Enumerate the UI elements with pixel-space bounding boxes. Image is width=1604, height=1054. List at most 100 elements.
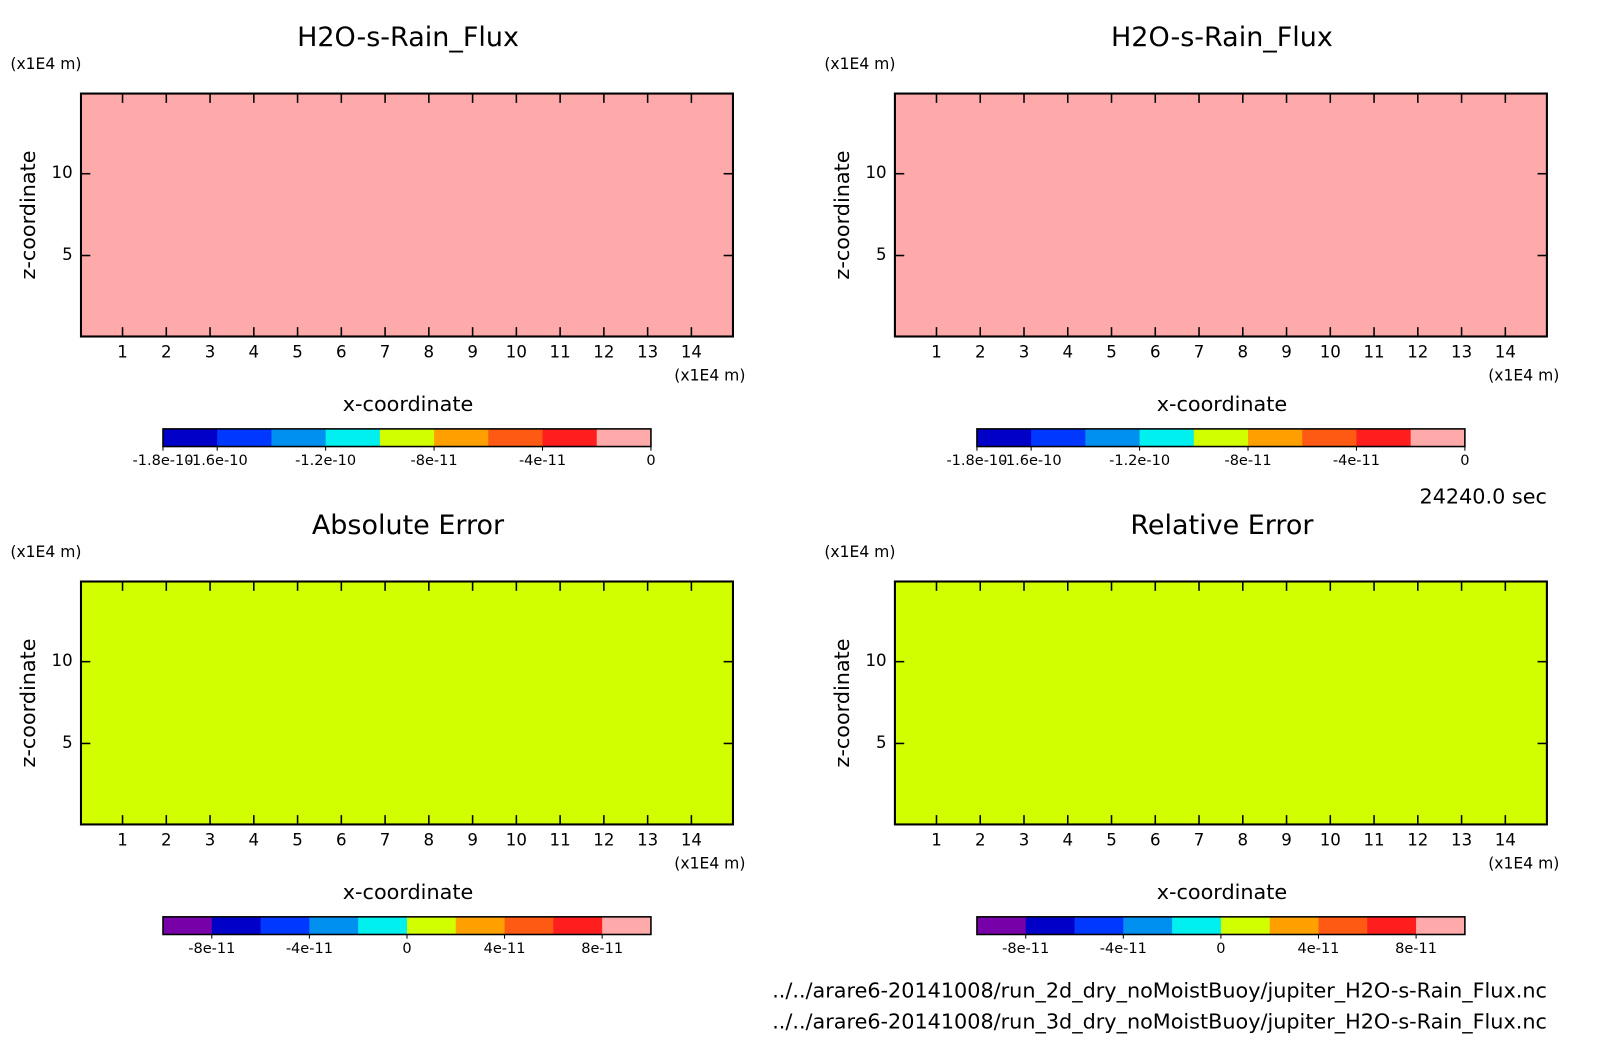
colorbar-bin xyxy=(1031,428,1086,447)
colorbar-bin xyxy=(1085,428,1141,447)
field xyxy=(80,581,733,825)
colorbar-bin xyxy=(358,916,408,935)
colorbar-bin xyxy=(379,428,435,447)
colorbar-bin xyxy=(976,428,1032,447)
x-tick-label: 6 xyxy=(1150,831,1161,850)
x-tick-label: 4 xyxy=(1062,831,1073,850)
colorbar-bin xyxy=(309,916,359,935)
colorbar-bin xyxy=(542,428,598,447)
x-tick-label: 6 xyxy=(336,831,347,850)
x-tick-label: 14 xyxy=(1495,343,1516,362)
x-tick-label: 8 xyxy=(1237,343,1248,362)
x-tick-label: 5 xyxy=(1106,343,1117,362)
x-tick-label: 8 xyxy=(424,831,435,850)
colorbar-bin xyxy=(602,916,652,935)
colorbar-bin xyxy=(976,916,1027,935)
x-tick-label: 4 xyxy=(249,831,260,850)
x-tick-label: 8 xyxy=(1237,831,1248,850)
colorbar-tick-label: 4e-11 xyxy=(1298,941,1340,957)
colorbar-bin xyxy=(1220,916,1271,935)
x-tick-label: 9 xyxy=(1281,343,1292,362)
field xyxy=(80,93,733,337)
y-tick-label: 5 xyxy=(876,245,887,264)
x-tick-label: 7 xyxy=(380,343,391,362)
y-tick-label: 5 xyxy=(876,733,887,752)
x-axis-label: x-coordinate xyxy=(343,880,473,904)
x-tick-label: 5 xyxy=(292,831,303,850)
x-tick-label: 7 xyxy=(380,831,391,850)
colorbar-frame xyxy=(976,428,1466,448)
colorbar-tick-label: -1.2e-10 xyxy=(1109,453,1170,469)
y-unit: (x1E4 m) xyxy=(10,543,81,561)
colorbar-bin xyxy=(488,428,544,447)
x-tick-label: 11 xyxy=(1363,343,1384,362)
x-tick-label: 7 xyxy=(1194,831,1205,850)
x-unit: (x1E4 m) xyxy=(1488,854,1559,872)
x-tick-label: 8 xyxy=(424,343,435,362)
x-tick-label: 2 xyxy=(161,831,172,850)
x-tick-label: 9 xyxy=(1281,831,1292,850)
colorbar-tick-label: -4e-11 xyxy=(286,941,333,957)
x-unit: (x1E4 m) xyxy=(674,366,745,384)
x-tick-label: 4 xyxy=(1062,343,1073,362)
y-tick-label: 10 xyxy=(52,163,73,182)
y-tick-label: 10 xyxy=(865,651,886,670)
field xyxy=(894,581,1547,825)
plot-frame xyxy=(893,92,1548,338)
file-path: ../../arare6-20141008/run_3d_dry_noMoist… xyxy=(772,1010,1547,1035)
x-tick-label: 12 xyxy=(1407,831,1428,850)
colorbar-bin xyxy=(217,428,272,447)
colorbar-tick-label: -1.8e-10 xyxy=(133,453,194,469)
colorbar-bin xyxy=(1416,916,1466,935)
x-tick-label: 2 xyxy=(975,831,986,850)
plot-frame xyxy=(79,580,734,826)
x-tick-label: 1 xyxy=(117,343,128,362)
x-tick-label: 10 xyxy=(1320,831,1341,850)
colorbar-bin xyxy=(162,428,218,447)
colorbar-tick-label: 8e-11 xyxy=(581,941,623,957)
x-tick-label: 11 xyxy=(550,831,571,850)
colorbar-tick-label: -8e-11 xyxy=(188,941,235,957)
colorbar-bin xyxy=(1193,428,1249,447)
colorbar-tick-label: 0 xyxy=(646,453,655,469)
colorbar-tick-label: -8e-11 xyxy=(1002,941,1049,957)
x-tick-label: 3 xyxy=(1019,831,1030,850)
colorbar-bin xyxy=(1074,916,1124,935)
x-tick-label: 5 xyxy=(292,343,303,362)
x-axis-label: x-coordinate xyxy=(1157,392,1287,416)
colorbar-bin xyxy=(1410,428,1466,447)
y-unit: (x1E4 m) xyxy=(824,543,895,561)
x-tick-label: 2 xyxy=(975,343,986,362)
colorbar-frame xyxy=(162,428,652,448)
x-tick-label: 3 xyxy=(205,343,216,362)
x-tick-label: 14 xyxy=(681,343,702,362)
colorbar-tick-label: -1.2e-10 xyxy=(295,453,356,469)
colorbar-tick-label: -4e-11 xyxy=(1100,941,1147,957)
colorbar-tick-label: -1.6e-10 xyxy=(187,453,248,469)
x-tick-label: 2 xyxy=(161,343,172,362)
x-tick-label: 13 xyxy=(1451,343,1472,362)
colorbar-tick-label: 0 xyxy=(1460,453,1469,469)
x-tick-label: 13 xyxy=(637,831,658,850)
x-axis-label: x-coordinate xyxy=(1157,880,1287,904)
y-axis-label: z-coordinate xyxy=(16,638,40,767)
x-tick-label: 5 xyxy=(1106,831,1117,850)
x-axis-label: x-coordinate xyxy=(343,392,473,416)
colorbar-bin xyxy=(1367,916,1417,935)
colorbar-bin xyxy=(553,916,603,935)
colorbar-bin xyxy=(1139,428,1195,447)
colorbar-tick-label: -1.6e-10 xyxy=(1001,453,1062,469)
x-tick-label: 10 xyxy=(506,831,527,850)
plot-frame xyxy=(79,92,734,338)
colorbar-tick-label: -4e-11 xyxy=(519,453,566,469)
colorbar-tick-label: -8e-11 xyxy=(411,453,458,469)
colorbar-bin xyxy=(1318,916,1368,935)
colorbar-bin xyxy=(1248,428,1303,447)
x-tick-label: 14 xyxy=(1495,831,1516,850)
x-tick-label: 3 xyxy=(205,831,216,850)
colorbar-bin xyxy=(434,428,489,447)
x-tick-label: 12 xyxy=(593,831,614,850)
colorbar-bin xyxy=(596,428,652,447)
panel-title: Relative Error xyxy=(1130,510,1314,541)
